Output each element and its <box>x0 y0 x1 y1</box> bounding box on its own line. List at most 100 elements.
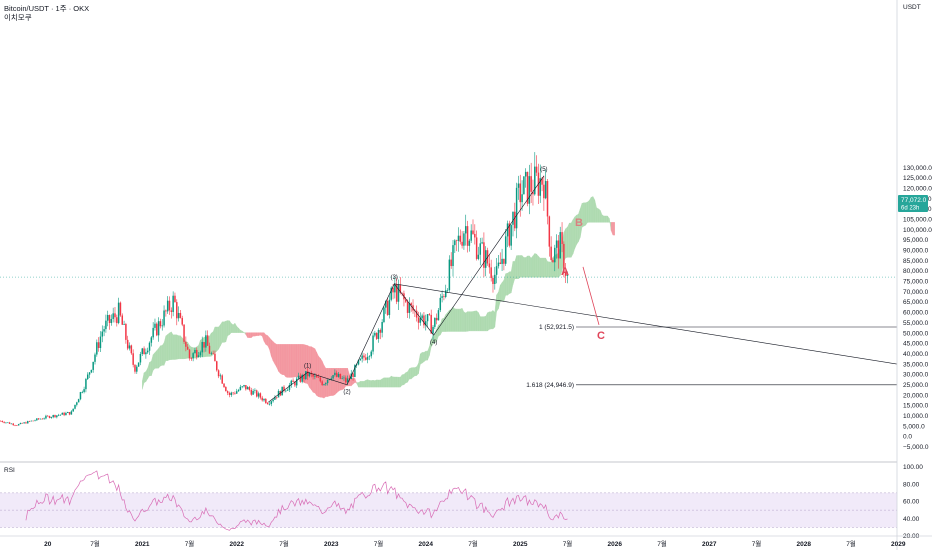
symbol-title[interactable]: Bitcoin/USDT · 1주 · OKX <box>4 4 90 13</box>
candle-body <box>252 390 254 395</box>
cloud-segment <box>605 215 608 223</box>
cloud-segment <box>292 344 296 378</box>
cloud-segment <box>280 344 283 375</box>
cloud-segment <box>456 308 459 332</box>
candle-body <box>8 422 11 424</box>
cloud-segment <box>421 352 425 364</box>
candle-body <box>275 397 278 398</box>
indicator-label[interactable]: 이치모쿠 <box>4 13 32 22</box>
candle-body <box>415 310 418 318</box>
cloud-segment <box>172 334 176 360</box>
candle-body <box>430 314 432 334</box>
candle-body <box>196 349 198 358</box>
candle-body <box>374 332 376 336</box>
time-tick-label: 2027 <box>702 541 717 548</box>
cloud-segment <box>298 344 301 378</box>
drawing-tools[interactable]: (1) (2) (3) (4) (5) 1 (52,921.5) 1.618 (24,946… <box>268 167 898 403</box>
candle-body <box>136 366 138 372</box>
candle-body <box>432 326 434 334</box>
candle-body <box>425 321 427 326</box>
cloud-segment <box>291 344 294 378</box>
rsi-label: RSI <box>4 467 15 474</box>
cloud-segment <box>354 378 357 384</box>
candle-body <box>177 312 180 319</box>
cloud-segment <box>505 272 508 296</box>
price-axis[interactable]: 130,000.0125,000.0120,000.0115,000.0110,… <box>903 165 932 451</box>
cloud-segment <box>474 310 477 332</box>
candle-body <box>125 324 127 340</box>
cloud-segment <box>520 255 523 278</box>
candlestick-series <box>0 152 569 427</box>
cloud-segment <box>385 377 388 388</box>
candle-body <box>519 183 521 203</box>
current-price-text: 77,072.0 <box>901 197 927 204</box>
cloud-segment <box>227 320 230 337</box>
cloud-segment <box>283 344 287 378</box>
candle-body <box>326 379 329 384</box>
time-axis[interactable]: 20 7월 2021 7월 2022 7월 2023 7월 2024 7월 2025 7월 2026 7월… <box>44 539 906 548</box>
candle-body <box>286 389 289 391</box>
candle-body <box>419 318 422 323</box>
candle-body <box>546 181 549 217</box>
cloud-segment <box>609 218 612 231</box>
candle-body <box>323 384 325 386</box>
candle-body <box>206 335 209 346</box>
candle-body <box>408 303 411 313</box>
candle-body <box>334 372 336 376</box>
candle-body <box>332 375 334 379</box>
cloud-segment <box>450 306 454 332</box>
candle-body <box>166 300 169 312</box>
candle-body <box>492 277 494 285</box>
time-tick-label: 7월 <box>752 539 762 548</box>
cloud-segment <box>236 325 239 333</box>
candle-body <box>268 404 271 405</box>
candle-body <box>455 240 458 242</box>
candle-body <box>394 284 396 293</box>
candle-body <box>535 166 538 173</box>
candle-body <box>223 383 225 388</box>
symbol-header[interactable]: Bitcoin/USDT · 1주 · OKX 이치모쿠 <box>4 4 89 22</box>
candle-body <box>85 379 87 390</box>
candle-body <box>32 420 34 422</box>
candle-body <box>388 299 391 315</box>
cloud-segment <box>530 255 534 278</box>
candle-body <box>381 322 383 333</box>
cloud-segment <box>601 214 605 223</box>
cloud-segment <box>543 257 546 278</box>
cloud-segment <box>405 371 408 384</box>
price-tick-label: 15,000.0 <box>903 403 929 410</box>
candle-body <box>7 422 9 424</box>
candle-body <box>39 418 42 420</box>
candle-body <box>203 341 205 348</box>
candle-body <box>259 393 262 398</box>
candle-body <box>352 373 354 377</box>
candle-body <box>366 356 369 360</box>
candle-body <box>201 341 203 353</box>
cloud-segment <box>260 332 263 337</box>
time-tick-label: 20 <box>44 541 52 548</box>
cloud-segment <box>376 379 379 388</box>
candle-body <box>439 297 442 311</box>
candle-body <box>154 323 156 328</box>
rsi-axis[interactable]: 100.00 80.00 60.00 40.00 20.00 <box>903 464 923 540</box>
candle-body <box>548 216 551 247</box>
cloud-segment <box>529 255 532 278</box>
cloud-segment <box>480 316 483 332</box>
rsi-tick-label: 100.00 <box>903 464 923 471</box>
cloud-segment <box>518 255 521 280</box>
time-tick-label: 2024 <box>419 541 434 548</box>
candle-body <box>490 267 492 278</box>
price-tick-label: 95,000.0 <box>903 237 929 244</box>
cloud-segment <box>220 321 223 346</box>
candle-body <box>81 391 84 393</box>
candle-body <box>186 346 189 350</box>
cloud-segment <box>589 196 592 223</box>
cloud-segment <box>331 368 334 396</box>
candle-body <box>54 415 56 418</box>
candle-body <box>77 399 80 403</box>
candle-body <box>312 374 314 377</box>
candle-body <box>234 393 236 394</box>
candle-body <box>385 300 387 308</box>
candle-body <box>444 290 447 297</box>
